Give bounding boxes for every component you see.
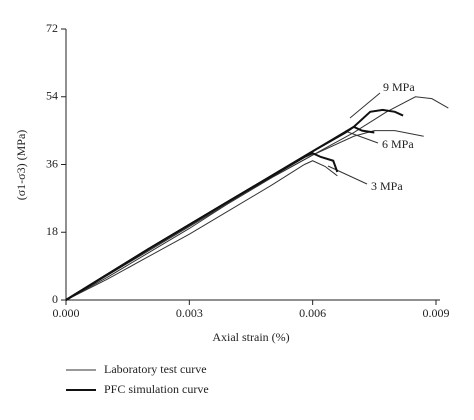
x-tick-label: 0.003 [176, 306, 203, 320]
leader-line [349, 92, 381, 119]
y-tick-label: 0 [52, 292, 58, 306]
annotation: 3 MPa [371, 179, 403, 193]
y-tick-label: 54 [46, 89, 58, 103]
annotation: 9 MPa [383, 80, 415, 94]
curve [65, 160, 338, 301]
curve [65, 130, 424, 301]
x-tick-label: 0.009 [423, 306, 450, 320]
annotation: 6 MPa [382, 137, 414, 151]
x-axis-label: Axial strain (%) [212, 330, 289, 344]
y-axis-label: (σ1-σ3) (MPa) [14, 130, 28, 201]
leader-line [327, 165, 368, 185]
x-tick-label: 0.006 [299, 306, 326, 320]
y-tick-label: 36 [46, 156, 58, 170]
y-tick-label: 18 [46, 224, 58, 238]
curve [65, 96, 449, 301]
legend-label: Laboratory test curve [104, 362, 207, 376]
curve [65, 108, 404, 301]
leader-line [344, 130, 379, 144]
x-tick-label: 0.000 [53, 306, 80, 320]
y-tick-label: 72 [46, 21, 58, 35]
legend-label: PFC simulation curve [104, 382, 209, 396]
